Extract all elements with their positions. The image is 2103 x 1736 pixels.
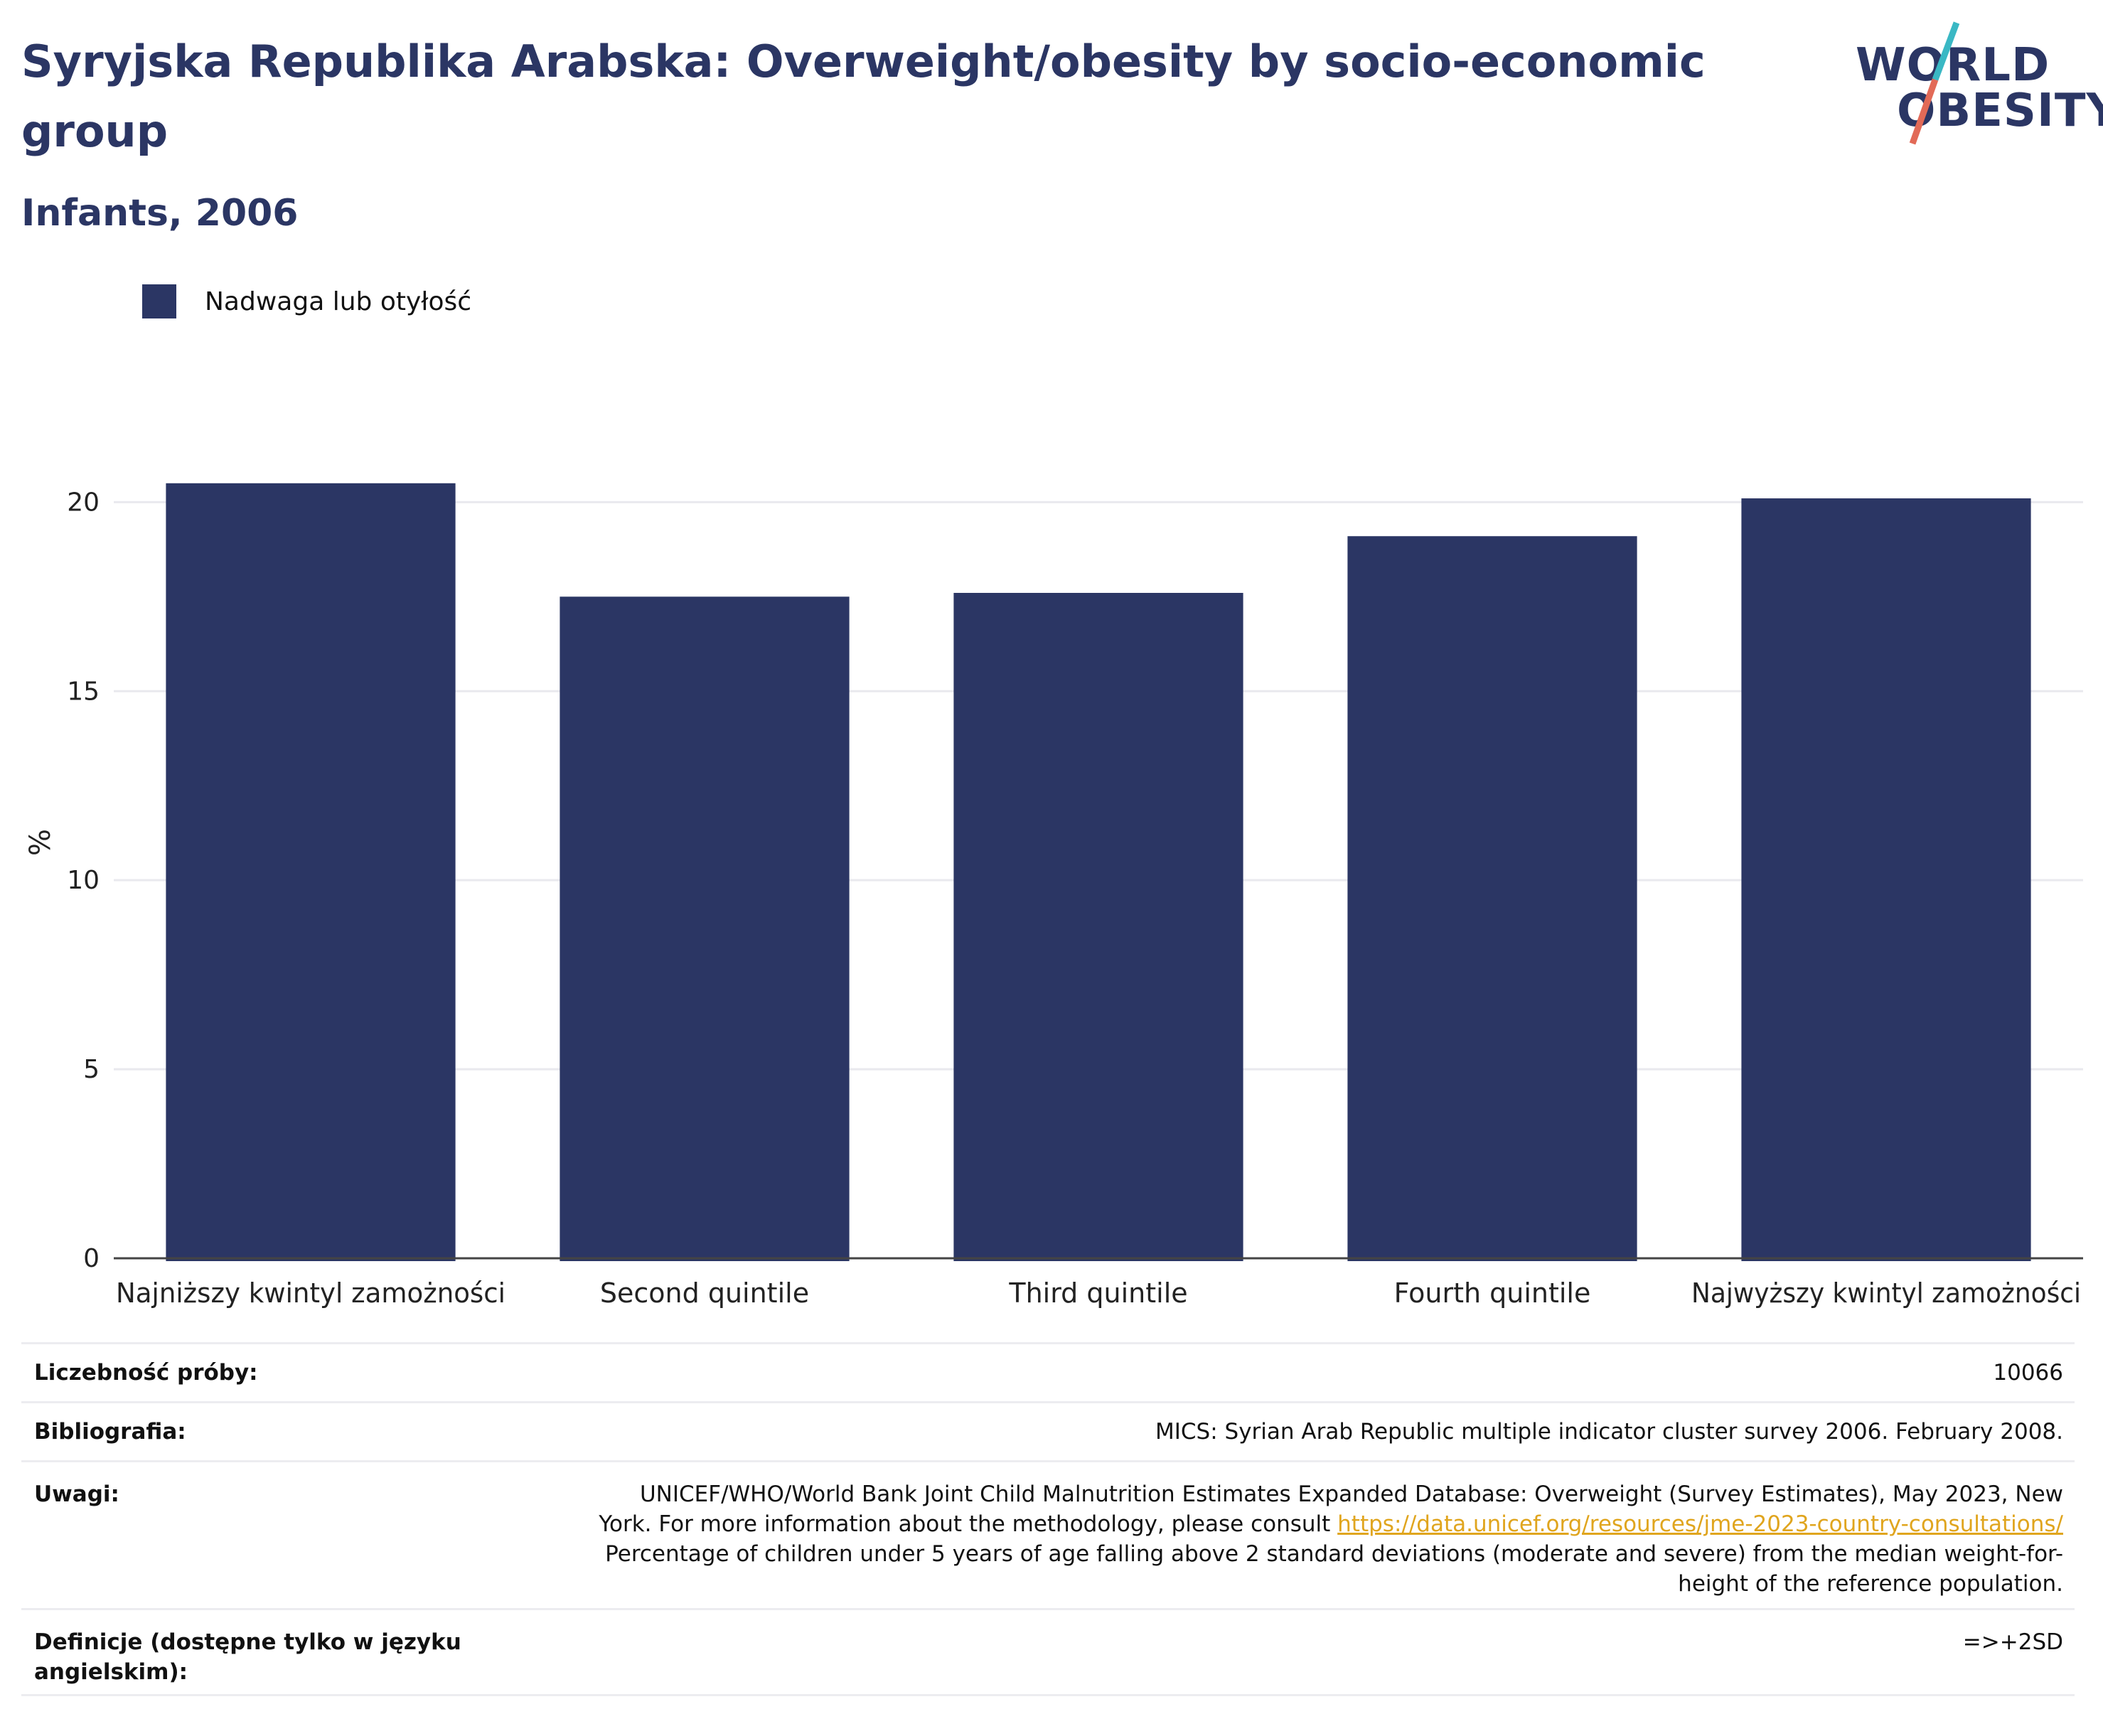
info-table: Liczebność próby: 10066 Bibliografia: MI… [21,1342,2075,1696]
notes-label: Uwagi: [34,1482,119,1507]
x-tick-label: Fourth quintile [1394,1277,1591,1309]
info-row-sample: Liczebność próby: 10066 [21,1342,2075,1401]
notes-line-2-text: York. For more information about the met… [599,1511,1331,1537]
bar [1347,536,1637,1261]
bar [953,593,1243,1261]
legend-label: Nadwaga lub otyłość [205,286,472,316]
definitions-value: =>+2SD [1962,1629,2063,1655]
bar [166,483,456,1261]
notes-value: UNICEF/WHO/World Bank Joint Child Malnut… [584,1479,2075,1599]
legend-swatch [142,284,176,318]
info-row-bibliography: Bibliografia: MICS: Syrian Arab Republic… [21,1401,2075,1460]
bar [560,596,850,1261]
x-tick-label: Third quintile [1008,1277,1187,1309]
x-tick-label: Najwyższy kwintyl zamożności [1691,1277,2081,1309]
bibliography-value: MICS: Syrian Arab Republic multiple indi… [1155,1419,2063,1445]
y-tick-label: 10 [67,866,100,895]
logo-slash-icon [1909,21,1960,145]
y-tick-label: 5 [83,1055,100,1084]
y-tick-label: 15 [67,677,100,706]
bar-chart: 0 5 10 15 20% Najniższy kwintyl zamożności Sec… [24,483,2083,1309]
info-row-definitions: Definicje (dostępne tylko w języku angie… [21,1608,2075,1696]
definitions-label: Definicje (dostępne tylko w języku angie… [34,1629,461,1685]
x-tick-label: Najniższy kwintyl zamożności [116,1277,505,1309]
y-tick-label: 0 [83,1244,100,1273]
notes-line-4: height of the reference population. [1678,1571,2063,1597]
sample-label: Liczebność próby: [34,1360,258,1386]
bar [1741,498,2031,1262]
notes-line-2: York. For more information about the met… [584,1509,2063,1539]
bibliography-label: Bibliografia: [34,1419,186,1445]
chart-legend: Nadwaga lub otyłość [142,283,471,320]
logo-text-world: WORLD [1856,39,2050,92]
y-tick-label: 20 [67,488,100,517]
page-subtitle: Infants, 2006 [21,192,299,235]
notes-line-1: UNICEF/WHO/World Bank Joint Child Malnut… [639,1482,2063,1507]
y-axis-label: % [24,829,57,856]
x-tick-label: Second quintile [600,1277,809,1309]
world-obesity-logo: WORLD OBESITY [1856,21,2103,149]
notes-line-3: Percentage of children under 5 years of … [605,1541,2063,1567]
info-row-notes: Uwagi: UNICEF/WHO/World Bank Joint Child… [21,1460,2075,1608]
page-title: Syryjska Republika Arabska: Overweight/o… [21,36,1706,157]
notes-link[interactable]: https://data.unicef.org/resources/jme-20… [1337,1511,2063,1537]
sample-value: 10066 [1993,1360,2063,1386]
